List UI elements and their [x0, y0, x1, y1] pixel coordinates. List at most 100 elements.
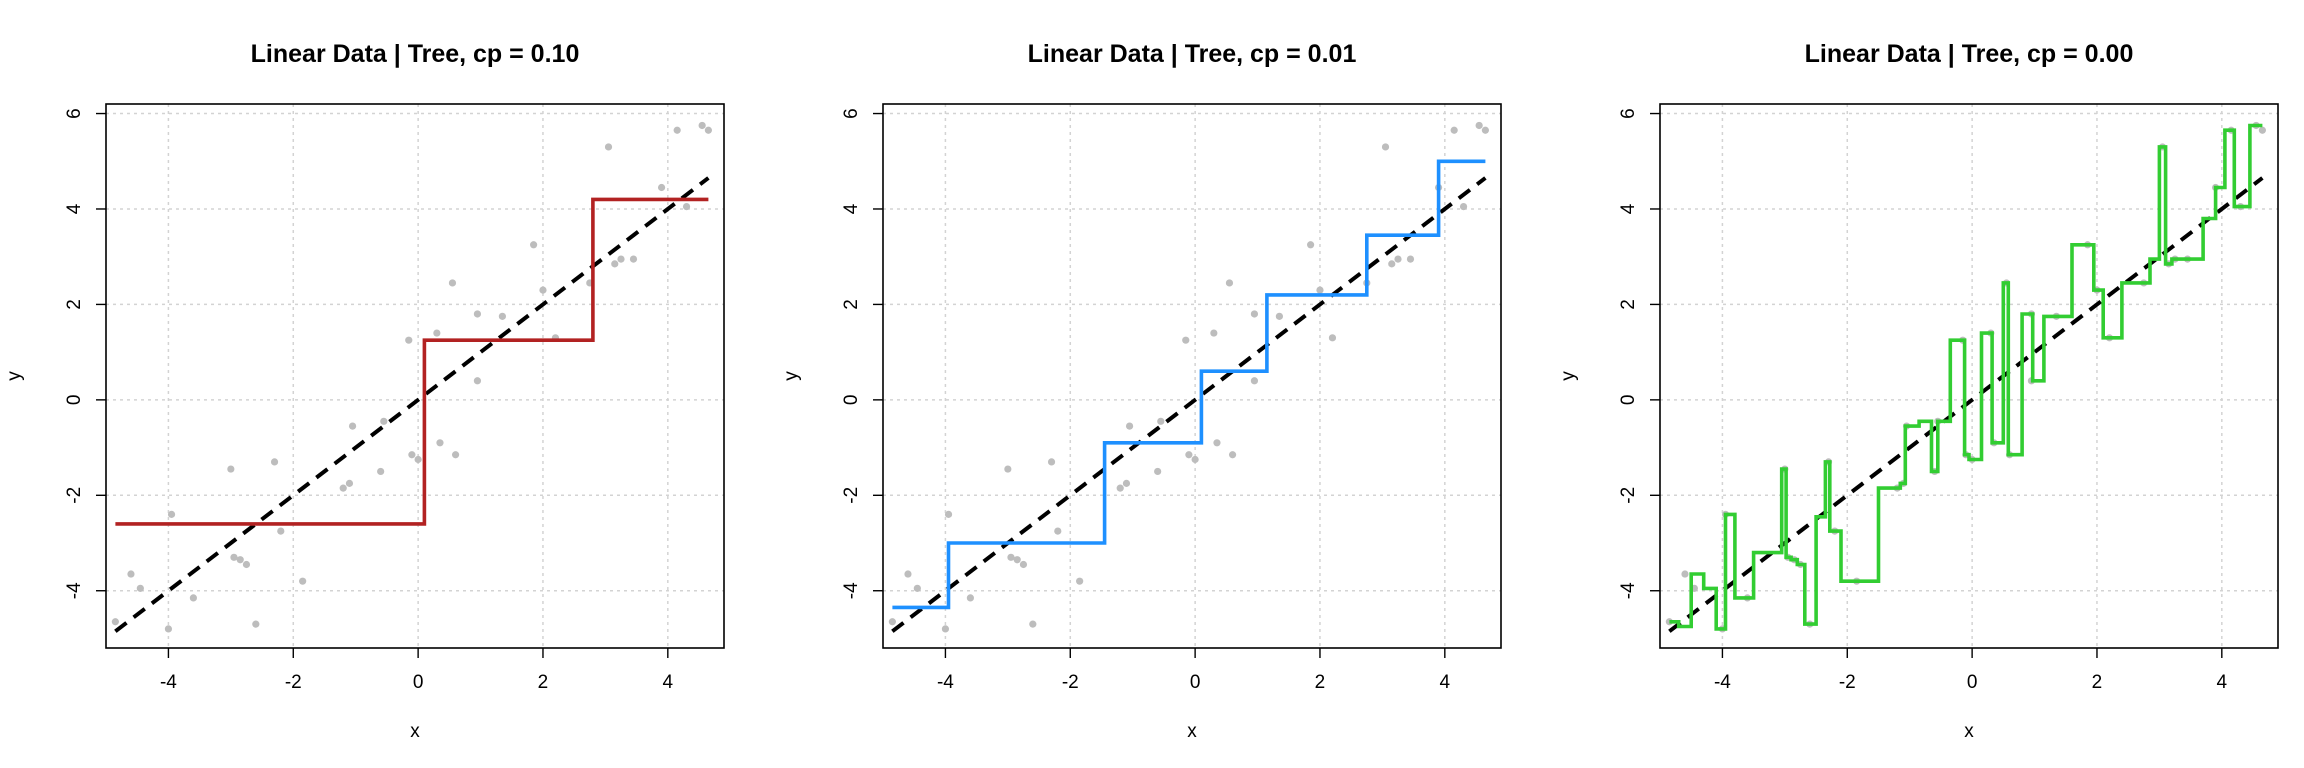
data-point [1316, 286, 1324, 294]
data-point [1004, 465, 1012, 473]
chart-title: Linear Data | Tree, cp = 0.00 [1805, 40, 2134, 68]
data-point [270, 458, 279, 466]
panel-0: Linear Data | Tree, cp = 0.10 -4 -2 0 2 4 -4 -2… [4, 40, 725, 742]
data-point [1275, 312, 1283, 320]
y-axis-label: y [781, 371, 802, 381]
data-point [1250, 310, 1259, 318]
panel-1: Linear Data | Tree, cp = 0.01 -4 -2 0 2 4 -4 -2… [781, 40, 1502, 742]
y-tick-label: 6 [841, 108, 862, 119]
true-function-line [114, 176, 710, 633]
x-tick-label: -2 [1062, 672, 1079, 693]
y-tick-label: 2 [841, 299, 862, 310]
data-point [242, 560, 251, 569]
data-point [1307, 241, 1315, 249]
data-point [1013, 556, 1021, 564]
x-tick-label: 0 [1190, 672, 1201, 693]
data-point [611, 260, 619, 268]
data-point [1029, 620, 1037, 628]
data-point [1054, 527, 1062, 535]
data-point [1125, 422, 1134, 430]
data-point [252, 620, 260, 628]
x-axis-label: x [1964, 721, 1974, 742]
data-point [1185, 451, 1193, 459]
data-point [111, 618, 119, 626]
data-point [136, 584, 144, 592]
data-point [1116, 484, 1124, 492]
data-point [1328, 334, 1337, 342]
y-tick-label: 2 [64, 299, 85, 310]
x-axis-label: x [1187, 721, 1197, 742]
data-point [1076, 577, 1084, 585]
data-point [673, 126, 681, 134]
data-point [1388, 260, 1396, 268]
data-point [1007, 553, 1015, 561]
data-point [617, 255, 625, 263]
data-point [2258, 126, 2266, 134]
data-point [1394, 255, 1402, 263]
data-point [299, 577, 307, 585]
plot-frame [1659, 103, 2279, 649]
y-tick-label: 4 [1618, 203, 1639, 214]
data-point [448, 279, 457, 287]
data-point [277, 527, 285, 535]
data-point [1210, 329, 1218, 337]
y-axis-label: y [1558, 371, 1579, 381]
data-point [127, 570, 135, 578]
data-point [227, 465, 235, 473]
y-tick-label: 4 [841, 203, 862, 214]
x-tick-label: -4 [160, 672, 177, 693]
data-point [1154, 467, 1162, 476]
y-tick-label: 6 [64, 108, 85, 119]
data-point [1381, 143, 1390, 151]
data-point [473, 310, 482, 318]
data-point [1681, 570, 1689, 578]
data-point [414, 455, 422, 464]
x-tick-label: -4 [937, 672, 954, 693]
data-point [1475, 121, 1483, 130]
data-point [530, 241, 538, 249]
panel-2: Linear Data | Tree, cp = 0.00 -4 -2 0 2 4 -4 -2… [1558, 40, 2279, 742]
data-point [189, 594, 197, 602]
data-point [1182, 336, 1190, 344]
data-point [345, 479, 354, 487]
data-point [1459, 202, 1468, 211]
data-point [236, 556, 244, 564]
data-point [629, 255, 638, 263]
data-point [230, 553, 238, 561]
x-tick-label: 2 [1315, 672, 1326, 693]
data-point [1481, 126, 1489, 134]
data-point [451, 451, 460, 459]
data-point [944, 510, 953, 518]
x-tick-label: 2 [538, 672, 549, 693]
y-tick-label: -2 [841, 487, 862, 504]
data-point [380, 417, 388, 425]
x-tick-label: 0 [1967, 672, 1978, 693]
data-point [941, 625, 950, 633]
data-point [1157, 417, 1165, 425]
x-tick-label: 4 [663, 672, 674, 693]
data-point [966, 594, 974, 602]
x-tick-label: 4 [2217, 672, 2228, 693]
x-tick-label: -4 [1714, 672, 1731, 693]
data-point [888, 618, 896, 626]
x-tick-label: 0 [413, 672, 424, 693]
y-tick-label: -4 [64, 582, 85, 599]
data-point [1450, 126, 1458, 134]
y-tick-label: -4 [1618, 582, 1639, 599]
y-tick-label: 4 [64, 203, 85, 214]
data-point [1122, 479, 1131, 487]
data-point [1406, 255, 1415, 263]
y-tick-label: 6 [1618, 108, 1639, 119]
data-point [1213, 439, 1221, 447]
tree-fit-line [1669, 123, 2263, 631]
y-tick-label: -4 [841, 582, 862, 599]
data-point [904, 570, 912, 578]
y-tick-label: -2 [64, 487, 85, 504]
data-point [704, 126, 712, 134]
data-point [913, 584, 921, 592]
data-point [164, 625, 173, 633]
chart-title: Linear Data | Tree, cp = 0.01 [1028, 40, 1357, 68]
y-tick-label: 0 [1618, 395, 1639, 406]
data-point [1225, 279, 1234, 287]
